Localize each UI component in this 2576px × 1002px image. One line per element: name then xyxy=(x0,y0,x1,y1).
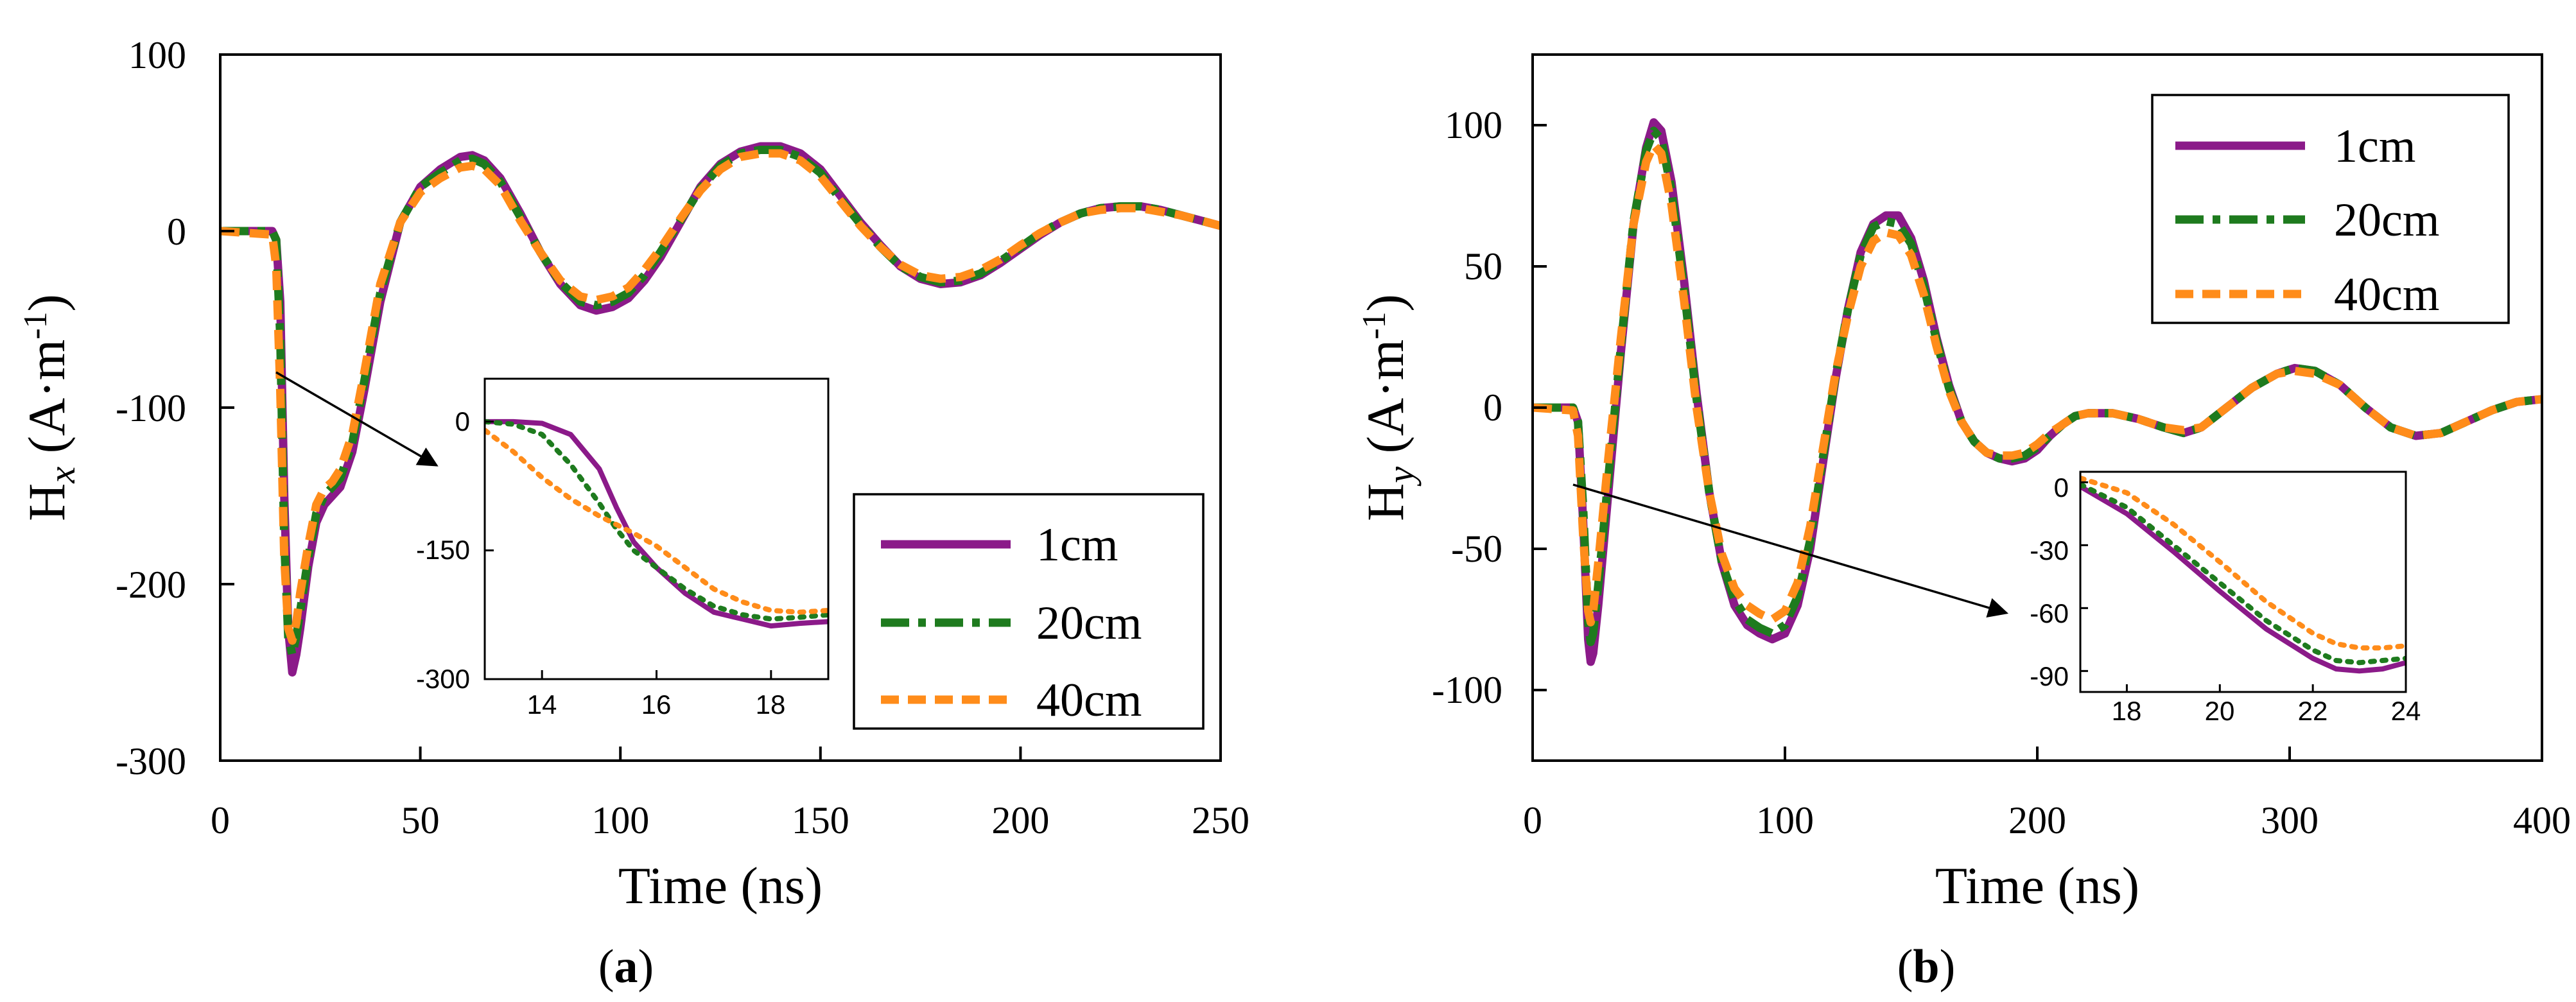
panel-a-ticks xyxy=(219,53,1222,762)
panel-a-ytick: 100 xyxy=(128,34,186,76)
panel-b-xtick: 300 xyxy=(2261,799,2319,842)
panel-a-xtick: 100 xyxy=(591,799,649,842)
panel-a-ytick: 0 xyxy=(167,211,186,253)
panel-a-xtick: 200 xyxy=(991,799,1049,842)
panel-a-zoom-arrow xyxy=(275,371,439,467)
panel-a-inset-xtick: 18 xyxy=(756,689,786,720)
legend-label-1cm: 1cm xyxy=(1036,519,1118,571)
panel-b-inset-ytick: -60 xyxy=(2030,598,2069,628)
panel-a-lines xyxy=(220,142,1221,677)
panel-a-inset-ytick: 0 xyxy=(455,406,470,436)
panel-b-xtick: 0 xyxy=(1523,799,1542,842)
panel-a-inset-ticks xyxy=(485,420,772,680)
series-40cm xyxy=(1533,141,2542,626)
panel-b-inset-xtick: 20 xyxy=(2205,696,2235,726)
panel-b-inset-ytick: -30 xyxy=(2030,535,2069,566)
panel-a-inset-lines xyxy=(485,419,828,629)
panel-b-inset-ytick: 0 xyxy=(2054,472,2069,503)
panel-b-x-axis-label: Time (ns) xyxy=(1935,856,2139,915)
series-40cm xyxy=(485,428,828,615)
panel-b-ytick: -100 xyxy=(1432,669,1502,711)
panel-a-inset-xtick: 14 xyxy=(527,689,557,720)
panel-b-inset-xtick: 18 xyxy=(2112,696,2142,726)
panel-a-xtick: 50 xyxy=(401,799,440,842)
legend-label-40cm: 40cm xyxy=(1036,674,1142,727)
legend-label-20cm: 20cm xyxy=(1036,597,1142,650)
panel-b-ytick: 100 xyxy=(1445,104,1502,146)
panel-a-ytick: -100 xyxy=(116,387,186,429)
panel-b-inset-ticks xyxy=(2080,481,2407,692)
panel-b-inset-ytick: -90 xyxy=(2030,661,2069,691)
panel-a-xtick: 150 xyxy=(792,799,849,842)
series-20cm xyxy=(1533,126,2542,646)
series-20cm xyxy=(485,419,828,622)
panel-b-caption: (b) xyxy=(1897,940,1955,993)
panel-a-ytick: -300 xyxy=(116,740,186,782)
panel-a-inset-ytick: -150 xyxy=(416,535,470,565)
panel-b-ticks xyxy=(1531,124,2543,761)
panel-a-y-axis-label: Hx (A·m-1) xyxy=(17,294,83,521)
panel-b-ytick: 0 xyxy=(1483,386,1502,429)
panel-a-caption: (a) xyxy=(598,940,654,993)
series-40cm xyxy=(220,149,1221,645)
panel-b: 0 100 200 300 400 -100 -50 0 50 100 Time… xyxy=(1356,53,2571,993)
series-20cm xyxy=(2080,481,2406,666)
panel-a-xtick: 250 xyxy=(1192,799,1249,842)
panel-b-xtick: 200 xyxy=(2008,799,2066,842)
series-40cm xyxy=(2080,475,2406,651)
panel-b-zoom-arrow xyxy=(1572,483,2009,618)
panel-b-y-axis-label: Hy (A·m-1) xyxy=(1356,294,1422,521)
series-1cm xyxy=(485,419,828,629)
panel-b-xtick: 100 xyxy=(1756,799,1814,842)
panel-b-inset-xtick: 22 xyxy=(2298,696,2328,726)
panel-b-inset-lines xyxy=(2080,475,2406,674)
legend-label-20cm: 20cm xyxy=(2334,194,2439,246)
panel-a-legend: 1cm 20cm 40cm xyxy=(853,493,1205,730)
panel-b-ytick: -50 xyxy=(1451,528,1502,570)
panel-b-legend-box xyxy=(2151,94,2510,324)
series-1cm xyxy=(2080,484,2406,674)
panel-b-inset-frame xyxy=(2079,471,2407,693)
legend-label-1cm: 1cm xyxy=(2334,120,2415,173)
panel-a-inset-ytick: -300 xyxy=(416,664,470,694)
panel-a-legend-box xyxy=(853,493,1205,730)
panel-b-legend: 1cm 20cm 40cm xyxy=(2151,94,2510,324)
panel-b-ytick: 50 xyxy=(1464,245,1502,288)
legend-label-40cm: 40cm xyxy=(2334,268,2439,321)
panel-b-xtick: 400 xyxy=(2513,799,2571,842)
panel-a-ytick: -200 xyxy=(116,564,186,606)
panel-a-inset-xtick: 16 xyxy=(641,689,672,720)
panel-b-inset-xtick: 24 xyxy=(2391,696,2421,726)
panel-a: 0 50 100 150 200 250 -300 -200 -100 0 10… xyxy=(17,34,1249,993)
panel-b-lines xyxy=(1533,118,2542,666)
panel-a-xtick: 0 xyxy=(211,799,230,842)
panel-a-x-axis-label: Time (ns) xyxy=(618,856,822,915)
